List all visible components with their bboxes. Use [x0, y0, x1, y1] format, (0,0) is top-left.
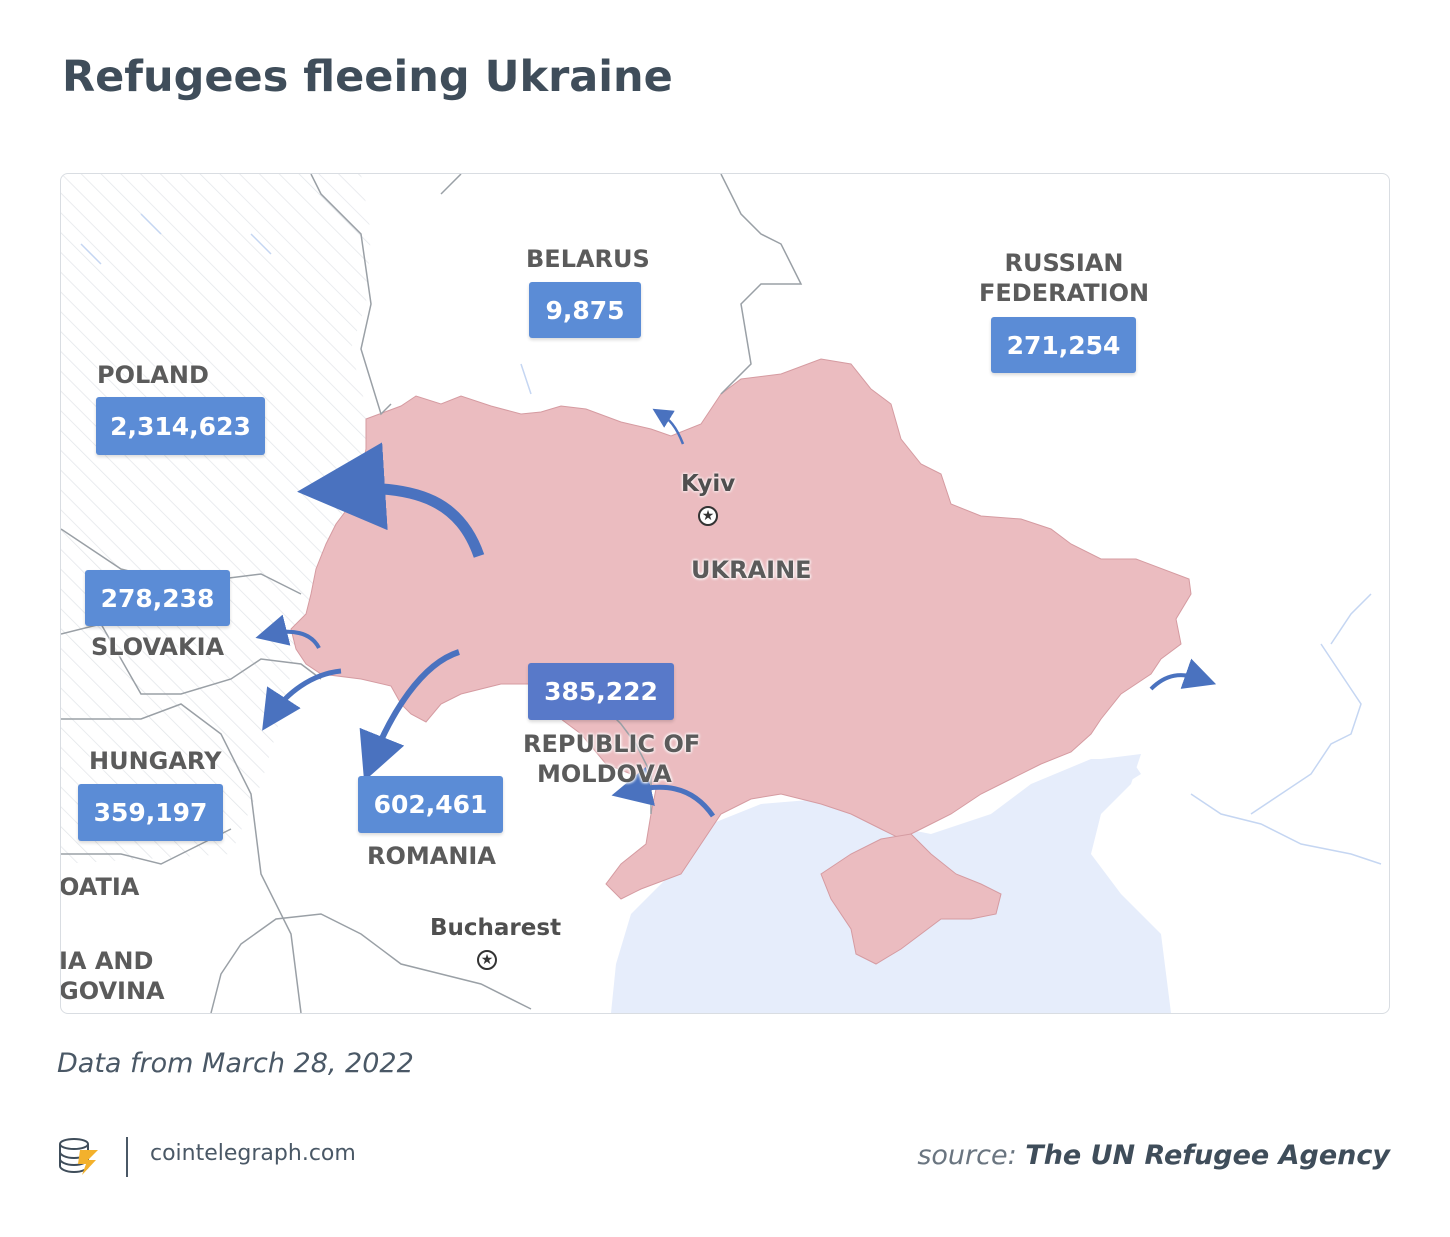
- crimea-territory: [820, 833, 1002, 965]
- refugee-map: BELARUS RUSSIAN FEDERATION POLAND SLOVAK…: [60, 173, 1390, 1014]
- country-label-belarus: BELARUS: [526, 245, 650, 273]
- refugee-count-poland: 2,314,623: [96, 397, 265, 455]
- rivers: [80, 213, 1382, 865]
- data-date-note: Data from March 28, 2022: [57, 1048, 414, 1079]
- country-label-bosnia-line2: GOVINA: [60, 977, 165, 1005]
- arrow-to-slovakia: [255, 614, 321, 650]
- capital-star-icon: ★: [477, 950, 497, 970]
- arrow-to-hungary: [262, 668, 342, 731]
- country-label-russia-line1: RUSSIAN: [1004, 249, 1124, 277]
- country-label-moldova-line1: REPUBLIC OF: [523, 730, 701, 758]
- country-label-moldova-line2: MOLDOVA: [537, 760, 672, 788]
- source-name: The UN Refugee Agency: [1025, 1140, 1390, 1171]
- refugee-flow-arrows: [255, 408, 1217, 818]
- country-label-hungary: HUNGARY: [89, 747, 222, 775]
- country-label-slovakia: SLOVAKIA: [91, 633, 225, 661]
- refugee-count-russia: 271,254: [991, 317, 1136, 373]
- country-label-croatia-partial: OATIA: [60, 873, 140, 901]
- city-label-bucharest: Bucharest: [430, 915, 562, 941]
- source-prefix: source:: [917, 1140, 1017, 1171]
- footer-source: source: The UN Refugee Agency: [917, 1140, 1390, 1171]
- arrow-to-belarus: [652, 408, 685, 445]
- eu-hatched-region: [61, 174, 371, 864]
- country-label-romania: ROMANIA: [367, 842, 496, 870]
- refugee-count-hungary: 359,197: [78, 784, 223, 841]
- country-label-ukraine: UKRAINE: [691, 556, 812, 584]
- footer-site-link[interactable]: cointelegraph.com: [150, 1141, 356, 1166]
- map-canvas: [61, 174, 1382, 1013]
- azov-sea: [991, 759, 1141, 829]
- ukraine-territory: [290, 358, 1192, 900]
- cointelegraph-logo-icon: [58, 1136, 102, 1180]
- arrow-to-poland: [297, 442, 485, 558]
- arrow-to-romania: [359, 649, 460, 782]
- refugee-count-romania: 602,461: [358, 776, 503, 833]
- refugee-count-slovakia: 278,238: [85, 570, 230, 626]
- country-label-russia-line2: FEDERATION: [979, 279, 1150, 307]
- capital-star-icon: ★: [698, 506, 718, 526]
- footer-divider: [126, 1137, 128, 1177]
- refugee-count-moldova: 385,222: [528, 663, 674, 720]
- refugee-count-belarus: 9,875: [529, 282, 641, 338]
- city-label-kyiv: Kyiv: [681, 471, 736, 497]
- country-label-poland: POLAND: [97, 361, 209, 389]
- arrow-to-moldova: [611, 766, 716, 818]
- page-title: Refugees fleeing Ukraine: [62, 52, 673, 102]
- country-label-bosnia-line1: IA AND: [60, 947, 154, 975]
- arrow-to-russia: [1149, 658, 1217, 691]
